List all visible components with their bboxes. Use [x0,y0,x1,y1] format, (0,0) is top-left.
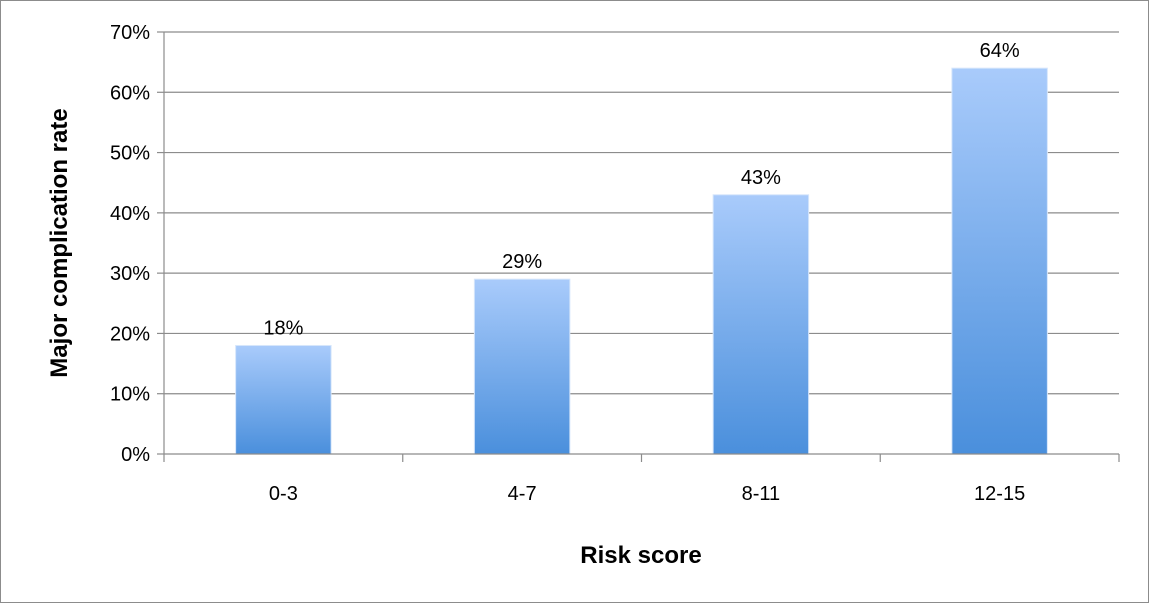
bar-0-3 [235,344,332,455]
labels: 0% 10% 20% 30% 40% 50% 60% 70% 18% 0-3 29% 4-7 43% 8-… [110,22,1025,505]
bar-12-15 [951,67,1048,455]
data-label: 18% [263,317,303,339]
y-tick-label: 70% [110,22,150,44]
y-tick-label: 20% [110,323,150,345]
bar-4-7 [473,278,571,455]
axes [157,31,1120,462]
data-label: 43% [741,167,781,189]
gridlines [164,31,1119,395]
x-axis-title: Risk score [580,542,701,569]
bars [235,67,1048,455]
x-tick-label: 4-7 [508,483,537,505]
y-tick-label: 40% [110,203,150,225]
x-tick-label: 0-3 [269,483,298,505]
bar-8-11 [712,194,810,455]
y-tick-label: 60% [110,82,150,104]
y-tick-label: 30% [110,263,150,285]
y-tick-label: 0% [121,444,150,466]
y-axis-title: Major complication rate [46,108,73,377]
x-tick-label: 8-11 [742,483,781,505]
y-tick-label: 50% [110,143,150,165]
data-label: 64% [980,40,1020,62]
y-tick-label: 10% [110,384,150,406]
x-tick-label: 12-15 [974,483,1025,505]
data-label: 29% [502,251,542,273]
